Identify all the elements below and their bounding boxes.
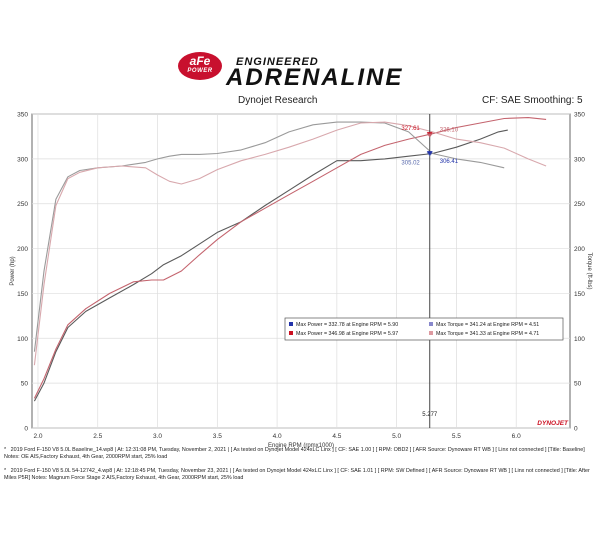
legend-swatch [429,331,433,335]
cursor-value-label: 327.61 [401,126,420,132]
y2-tick-label: 100 [574,336,585,343]
legend-entry: Max Power = 346.98 at Engine RPM = 5.97 [296,331,398,337]
x-tick-label: 6.0 [512,433,521,440]
x-axis-label: Engine RPM (rpmx1000) [268,443,334,449]
y-tick-label: 200 [17,246,28,253]
x-tick-label: 5.5 [452,433,461,440]
cursor-value-label: 306.41 [440,159,459,165]
afe-badge-logo: aFe POWER [178,52,222,80]
legend-box [284,317,564,341]
y2-tick-label: 300 [574,156,585,163]
y-tick-label: 350 [17,112,28,119]
y-tick-label: 250 [17,201,28,208]
rpm-cursor-label: 5.277 [422,412,438,418]
series-line-stage2-torque [33,121,547,366]
x-tick-label: 2.0 [33,433,42,440]
cursor-marker [426,151,433,156]
legend-entry: Max Torque = 341.33 at Engine RPM = 4.71 [436,331,539,337]
footnote-after: * 2019 Ford F-150 V8 5.0L 54-12742_4.wp8… [4,468,590,481]
legend-entry: Max Torque = 341.24 at Engine RPM = 4.51 [436,322,539,328]
plot-area [31,113,571,429]
footnote-baseline: * 2019 Ford F-150 V8 5.0L Baseline_14.wp… [4,447,585,460]
y2-tick-label: 200 [574,246,585,253]
header-correction: CF: SAE Smoothing: 5 [482,95,583,106]
x-tick-label: 4.5 [332,433,341,440]
x-tick-label: 2.5 [93,433,102,440]
x-tick-label: 4.0 [273,433,282,440]
header-company: Dynojet Research [238,95,318,106]
y2-tick-label: 350 [574,112,585,119]
cursor-value-label: 305.02 [401,160,420,166]
y-tick-label: 0 [24,426,28,433]
logo-tagline: ENGINEERED [236,56,319,68]
logo-name: ADRENALINE [226,64,404,91]
legend-swatch [429,322,433,326]
cursor-marker [426,133,433,138]
y-tick-label: 300 [17,156,28,163]
legend-swatch [289,322,293,326]
y2-tick-label: 0 [574,426,578,433]
y-axis-label: Power (hp) [10,256,16,285]
x-tick-label: 3.5 [213,433,222,440]
x-tick-label: 3.0 [153,433,162,440]
series-line-stage2-power [33,117,547,399]
legend-swatch [289,331,293,335]
y-tick-label: 100 [17,336,28,343]
y2-axis-label: Torque (ft-lbs) [586,252,592,289]
dynojet-brand-logo: DYNOJET [537,420,569,427]
y2-tick-label: 250 [574,201,585,208]
y-tick-label: 50 [21,381,29,388]
legend-entry: Max Power = 332.78 at Engine RPM = 5.90 [296,322,398,328]
cursor-value-label: 326.10 [440,127,459,133]
y2-tick-label: 150 [574,291,585,298]
series-line-baseline-torque [33,121,505,352]
afe-logo: aFe POWER ENGINEERED ADRENALINE [178,44,428,94]
y-tick-label: 150 [17,291,28,298]
x-tick-label: 5.0 [392,433,401,440]
y2-tick-label: 50 [574,381,582,388]
